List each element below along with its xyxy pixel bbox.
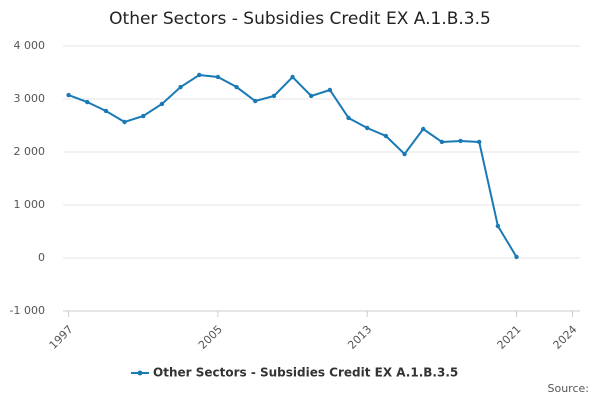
point	[197, 72, 202, 78]
point	[309, 93, 314, 99]
point	[421, 126, 426, 132]
x-tick-label: 2021	[495, 323, 524, 352]
y-tick-label: 4 000	[14, 39, 46, 52]
point	[253, 98, 258, 104]
source: Source:	[548, 382, 590, 395]
series-line	[68, 73, 518, 258]
point	[234, 84, 239, 90]
point	[141, 113, 146, 119]
point	[439, 139, 445, 145]
point	[215, 74, 221, 80]
y-tick-label: 3 000	[14, 92, 46, 105]
y-tick-label: 2 000	[14, 145, 46, 158]
point	[159, 101, 165, 107]
point	[365, 125, 370, 131]
point	[327, 87, 333, 93]
x-tick-label: 2005	[196, 323, 225, 352]
point	[122, 119, 127, 125]
x-tick-label: 2013	[345, 323, 374, 352]
legend-marker	[137, 370, 143, 376]
chart-title: Other Sectors - Subsidies Credit EX A.1.…	[109, 9, 491, 29]
y-tick-label: 0	[38, 251, 45, 264]
legend-label: Other Sectors - Subsidies Credit EX A.1.…	[153, 366, 458, 380]
point	[103, 108, 109, 114]
y-tick-label: 1 000	[14, 198, 46, 211]
point	[85, 99, 90, 105]
point	[66, 92, 71, 98]
x-tick-label: 1997	[47, 323, 76, 352]
point	[477, 139, 482, 145]
point	[383, 133, 389, 139]
point	[290, 74, 295, 80]
point	[458, 138, 463, 144]
point	[346, 115, 351, 121]
y-tick-label: -1 000	[10, 304, 45, 317]
x-tick-label: 2024	[551, 323, 580, 352]
point	[495, 223, 501, 229]
point	[271, 93, 277, 99]
point	[178, 84, 183, 90]
point	[514, 254, 519, 260]
point	[402, 151, 407, 157]
